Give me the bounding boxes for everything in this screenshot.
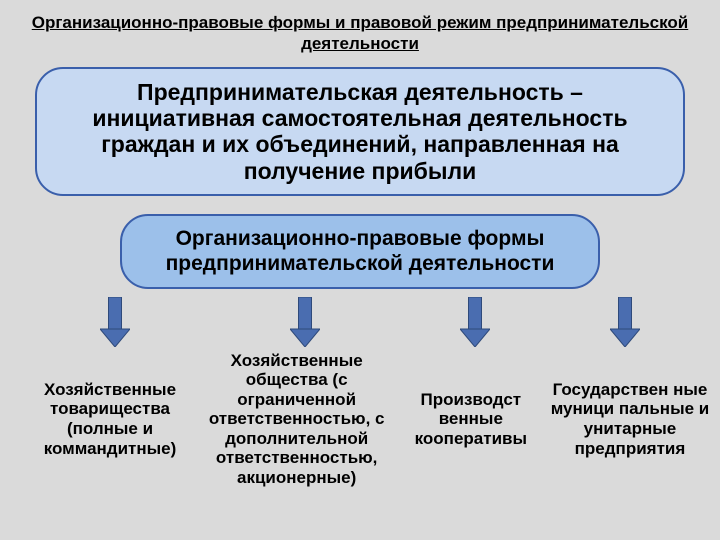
arrow-2 (290, 297, 320, 347)
arrows-row (30, 295, 690, 351)
arrow-shaft (469, 297, 482, 331)
arrow-head (290, 329, 320, 347)
arrow-1 (100, 297, 130, 347)
slide: Организационно-правовые формы и правовой… (0, 0, 720, 540)
column-4: Государствен ные муници пальные и унитар… (550, 380, 710, 458)
arrow-head (100, 329, 130, 347)
column-1: Хозяйственные товарищества (полные и ком… (30, 380, 190, 458)
arrow-head (610, 329, 640, 347)
definition-box: Предпринимательская деятельность – иници… (35, 67, 685, 197)
columns-row: Хозяйственные товарищества (полные и ком… (30, 351, 710, 488)
arrow-shaft (109, 297, 122, 331)
column-2: Хозяйственные общества (с ограниченной о… (202, 351, 392, 488)
forms-box: Организационно-правовые формы предприним… (120, 214, 600, 288)
arrow-head (460, 329, 490, 347)
arrow-shaft (299, 297, 312, 331)
slide-title: Организационно-правовые формы и правовой… (30, 12, 690, 55)
arrow-4 (610, 297, 640, 347)
column-3: Производст венные кооперативы (403, 390, 538, 449)
arrow-3 (460, 297, 490, 347)
arrow-shaft (619, 297, 632, 331)
